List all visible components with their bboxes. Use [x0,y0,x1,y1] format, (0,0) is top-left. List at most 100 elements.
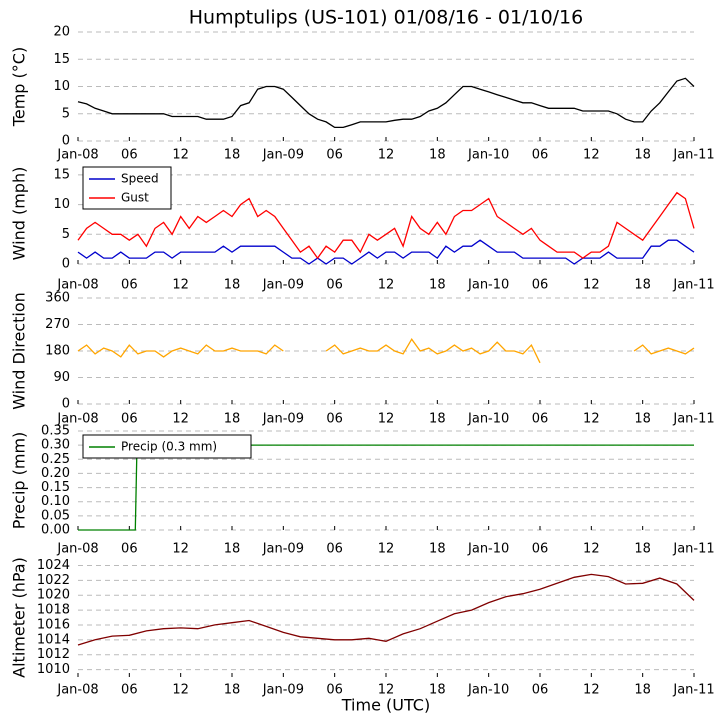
x-tick-label: Jan-09 [262,148,304,163]
data-line [77,191,695,260]
x-tick-label: Jan-09 [262,542,304,557]
x-tick-label: 06 [326,542,343,557]
y-tick-label: 0.10 [41,494,70,509]
x-tick-label: 06 [532,412,549,427]
y-tick-label: 5 [62,227,70,242]
x-tick-label: Jan-10 [467,683,509,698]
x-tick-label: 06 [121,542,138,557]
data-line [77,77,695,129]
y-tick-label: 0 [62,257,70,272]
legend-label: Speed [121,172,159,186]
x-tick-label: 12 [378,542,395,557]
y-axis-label: Altimeter (hPa) [10,557,29,678]
y-tick-label: 15 [53,167,70,182]
x-tick-label: Jan-10 [467,542,509,557]
y-tick-label: 1012 [37,647,70,662]
x-tick-label: 18 [634,542,651,557]
x-tick-label: Jan-09 [262,683,304,698]
x-tick-label: 12 [378,148,395,163]
x-tick-label: 12 [172,412,189,427]
x-tick-label: Jan-11 [672,683,714,698]
x-tick-label: Jan-08 [56,412,98,427]
x-tick-label: 18 [429,278,446,293]
y-axis-label: Temp (°C) [10,47,29,127]
x-tick-label: 18 [634,412,651,427]
x-tick-label: Jan-11 [672,412,714,427]
y-tick-label: 15 [53,52,70,67]
x-tick-label: 06 [532,148,549,163]
x-tick-label: 18 [429,542,446,557]
x-tick-label: 12 [583,542,600,557]
x-tick-label: 06 [532,278,549,293]
y-tick-label: 0.05 [41,508,70,523]
x-tick-label: 18 [224,683,241,698]
x-tick-label: 06 [121,148,138,163]
y-tick-label: 90 [53,370,70,385]
x-tick-label: 06 [121,278,138,293]
x-tick-label: 12 [583,148,600,163]
x-tick-label: Jan-10 [467,412,509,427]
y-tick-label: 10 [53,197,70,212]
y-tick-label: 20 [53,25,70,40]
x-tick-label: 06 [121,412,138,427]
y-tick-label: 270 [45,317,70,332]
data-line [77,239,695,265]
x-tick-label: Jan-10 [467,278,509,293]
x-tick-label: 06 [532,683,549,698]
x-tick-label: Jan-08 [56,542,98,557]
x-tick-label: 18 [224,412,241,427]
x-tick-label: 18 [634,683,651,698]
y-tick-label: 0.00 [41,523,70,538]
x-tick-label: Jan-08 [56,683,98,698]
y-tick-label: 0.25 [41,452,70,467]
chart-title: Humptulips (US-101) 01/08/16 - 01/10/16 [189,7,584,29]
x-tick-label: 12 [172,278,189,293]
y-tick-label: 1018 [37,603,70,618]
x-tick-label: Jan-09 [262,278,304,293]
legend-label: Precip (0.3 mm) [121,440,217,454]
data-line [77,338,695,364]
y-tick-label: 10 [53,79,70,94]
y-tick-label: 180 [45,344,70,359]
x-tick-label: Jan-11 [672,278,714,293]
x-tick-label: 06 [532,542,549,557]
x-tick-label: 18 [224,278,241,293]
y-tick-label: 360 [45,291,70,306]
x-tick-label: 18 [634,148,651,163]
x-tick-label: Jan-11 [672,148,714,163]
legend-label: Gust [121,191,149,205]
y-tick-label: 0 [62,134,70,149]
x-tick-label: 12 [583,683,600,698]
data-line [77,573,695,646]
x-tick-label: 12 [583,278,600,293]
data-line [78,444,694,531]
x-tick-label: 18 [224,542,241,557]
x-tick-label: 12 [172,148,189,163]
x-tick-label: 12 [172,683,189,698]
y-tick-label: 1020 [37,588,70,603]
x-tick-label: 12 [378,683,395,698]
y-tick-label: 1014 [37,632,70,647]
y-tick-label: 1022 [37,573,70,588]
x-tick-label: 12 [378,412,395,427]
x-tick-label: 18 [224,148,241,163]
y-axis-label: Precip (mm) [10,432,29,530]
y-tick-label: 0.30 [41,438,70,453]
x-tick-label: Jan-08 [56,148,98,163]
y-tick-label: 1016 [37,617,70,632]
y-tick-label: 0.35 [41,424,70,439]
x-tick-label: Jan-10 [467,148,509,163]
y-tick-label: 0.20 [41,466,70,481]
x-tick-label: 06 [326,412,343,427]
x-tick-label: 18 [634,278,651,293]
x-tick-label: 18 [429,412,446,427]
x-tick-label: 18 [429,148,446,163]
y-tick-label: 1024 [37,558,70,573]
legend-box [82,166,172,210]
y-tick-label: 0.15 [41,480,70,495]
x-tick-label: 06 [121,683,138,698]
y-tick-label: 0 [62,397,70,412]
x-tick-label: 06 [326,278,343,293]
